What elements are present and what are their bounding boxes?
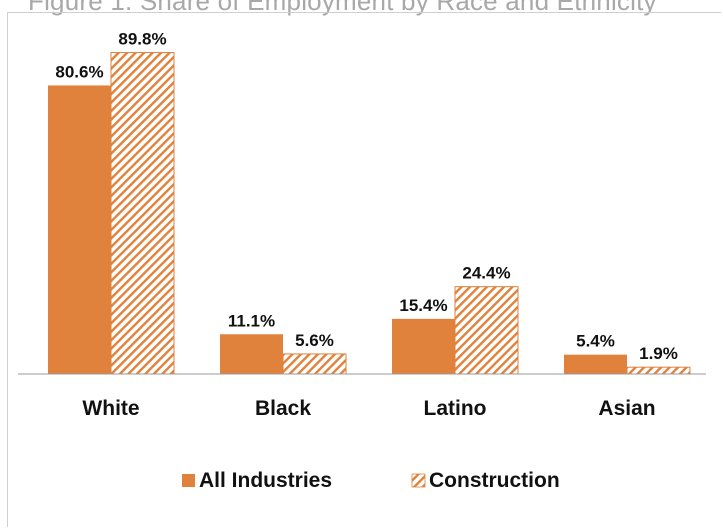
x-tick-label: Latino <box>424 397 487 420</box>
bar-latino-all-industries <box>392 318 455 374</box>
chart-frame <box>7 12 721 527</box>
data-label: 1.9% <box>639 344 678 363</box>
bar-white-all-industries <box>48 85 111 375</box>
bar-black-construction <box>282 353 347 375</box>
data-label: 89.8% <box>118 30 166 49</box>
bar-black-all-industries <box>220 334 283 374</box>
x-tick-label: Asian <box>598 397 655 420</box>
data-label: 15.4% <box>399 296 447 315</box>
legend-label: All Industries <box>199 469 332 492</box>
data-label: 80.6% <box>55 62 103 81</box>
bar-asian-all-industries <box>564 354 627 374</box>
data-label: 5.6% <box>295 331 334 350</box>
data-label: 11.1% <box>228 311 275 330</box>
bar-asian-construction <box>626 366 691 375</box>
data-label: 5.4% <box>576 332 615 351</box>
data-label: 24.4% <box>462 264 510 283</box>
x-tick-label: White <box>82 397 139 420</box>
legend-swatch <box>411 473 426 488</box>
legend-swatch <box>182 474 195 487</box>
bar-white-construction <box>110 52 175 375</box>
bar-latino-construction <box>454 286 519 375</box>
x-tick-label: Black <box>255 397 311 420</box>
legend-label: Construction <box>429 469 560 492</box>
